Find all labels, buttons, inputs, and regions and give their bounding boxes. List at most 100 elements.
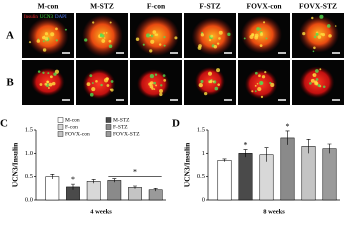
error-bar bbox=[264, 147, 269, 162]
cell bbox=[320, 32, 323, 36]
cell bbox=[150, 34, 154, 38]
error-bar bbox=[306, 139, 311, 154]
cell bbox=[50, 32, 55, 37]
cell bbox=[108, 44, 113, 49]
cell bbox=[163, 36, 166, 39]
cell bbox=[313, 46, 316, 50]
cell bbox=[243, 37, 246, 40]
cell bbox=[312, 50, 315, 53]
cell bbox=[197, 46, 202, 50]
cell bbox=[151, 87, 154, 90]
cell bbox=[314, 80, 318, 84]
cell bbox=[110, 80, 114, 83]
cell bbox=[159, 92, 163, 97]
cell bbox=[51, 81, 56, 86]
error-bar bbox=[153, 188, 158, 192]
error-bar bbox=[243, 149, 248, 158]
cell bbox=[317, 35, 322, 39]
cell bbox=[28, 41, 32, 44]
panel-label: B bbox=[6, 77, 14, 89]
cell bbox=[47, 72, 50, 75]
cell bbox=[310, 78, 315, 83]
cell bbox=[84, 38, 88, 42]
cell bbox=[328, 34, 332, 38]
legend-label: FOVX-con bbox=[65, 131, 90, 137]
panel-label: C bbox=[0, 118, 8, 130]
column-label: FOVX-con bbox=[247, 2, 283, 11]
cell bbox=[315, 32, 319, 36]
cell bbox=[154, 33, 157, 36]
cell bbox=[260, 82, 263, 85]
cell bbox=[256, 82, 259, 85]
cell bbox=[149, 49, 153, 53]
bar bbox=[86, 181, 101, 201]
y-tick-label: 0.5 bbox=[197, 173, 205, 180]
cell bbox=[135, 37, 140, 41]
cell bbox=[198, 82, 203, 88]
cell bbox=[152, 30, 157, 34]
cell bbox=[39, 83, 43, 86]
legend-swatch bbox=[57, 131, 64, 137]
error-bar bbox=[222, 158, 227, 162]
legend-label: F-con bbox=[65, 124, 78, 130]
y-tick-label: 1.0 bbox=[25, 150, 33, 157]
cell bbox=[42, 48, 47, 52]
cell bbox=[103, 78, 109, 83]
cell bbox=[42, 40, 45, 43]
cell bbox=[251, 33, 255, 37]
cell bbox=[145, 33, 151, 38]
legend-swatch bbox=[57, 117, 64, 123]
cell bbox=[322, 85, 326, 88]
cell bbox=[309, 82, 312, 85]
column-label: F-con bbox=[147, 2, 166, 11]
cell bbox=[142, 43, 145, 46]
cell bbox=[317, 84, 321, 87]
cell bbox=[64, 28, 67, 31]
cell bbox=[36, 39, 41, 43]
legend-swatch bbox=[105, 131, 112, 137]
stain-label: UCN3 bbox=[40, 15, 54, 20]
cell bbox=[101, 39, 106, 43]
cell bbox=[256, 27, 260, 31]
cell bbox=[254, 84, 257, 87]
cell bbox=[49, 75, 53, 79]
cell bbox=[258, 74, 261, 78]
significance: * bbox=[71, 175, 75, 184]
cell bbox=[218, 30, 223, 35]
cell bbox=[99, 33, 103, 37]
cell bbox=[319, 68, 322, 71]
bar bbox=[217, 160, 232, 201]
cell bbox=[264, 71, 267, 74]
column-label: F-STZ bbox=[199, 2, 220, 11]
cell bbox=[200, 79, 204, 84]
cell bbox=[210, 34, 214, 38]
cell bbox=[37, 70, 41, 73]
cell bbox=[319, 14, 324, 19]
bar bbox=[128, 187, 142, 201]
column-label: FOVX-STZ bbox=[299, 2, 337, 11]
cell bbox=[261, 75, 266, 79]
error-bar bbox=[327, 143, 332, 154]
legend-label: M-STZ bbox=[113, 117, 130, 123]
cell bbox=[270, 82, 275, 87]
significance: * bbox=[244, 140, 248, 149]
bar bbox=[238, 153, 253, 201]
cell bbox=[44, 36, 49, 41]
legend-label: F-STZ bbox=[113, 124, 128, 130]
cell bbox=[46, 80, 50, 84]
cell bbox=[106, 84, 110, 87]
cell bbox=[158, 89, 163, 94]
cell bbox=[257, 87, 262, 92]
cell bbox=[302, 32, 306, 36]
error-bar bbox=[133, 185, 137, 189]
cell bbox=[105, 32, 108, 34]
cell bbox=[155, 84, 158, 87]
cell bbox=[44, 32, 49, 36]
cell bbox=[158, 43, 162, 46]
cell bbox=[48, 87, 50, 89]
cell bbox=[315, 69, 319, 73]
cell bbox=[110, 88, 114, 92]
figure: M-con M-STZ F-con F-STZ FOVX-con FOVX-STZ Insu… bbox=[0, 2, 344, 215]
error-bar bbox=[112, 178, 117, 183]
cell bbox=[259, 44, 263, 48]
